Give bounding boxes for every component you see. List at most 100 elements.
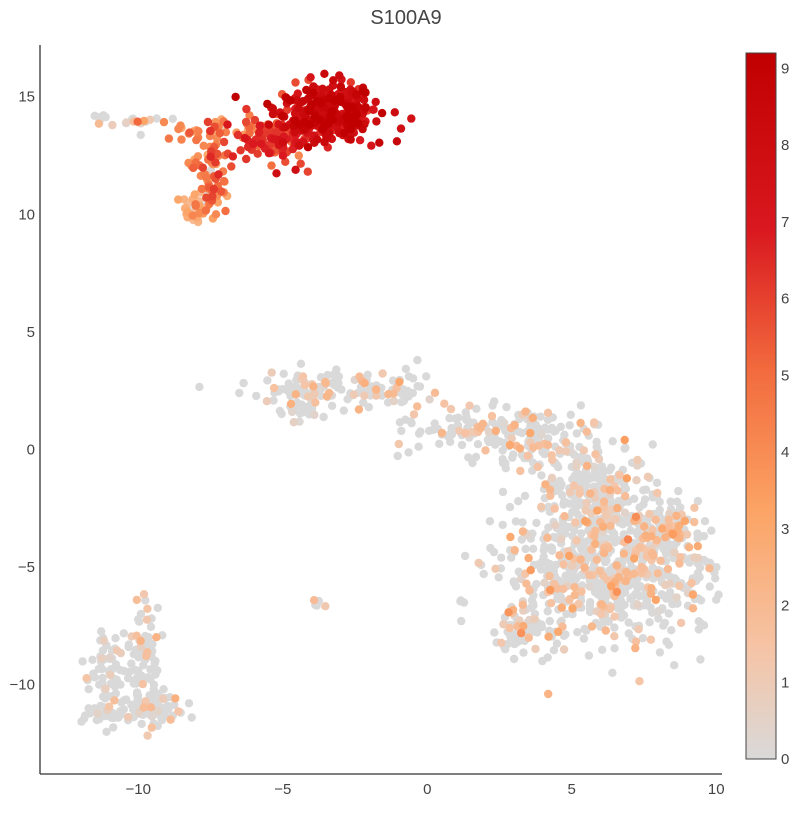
data-point xyxy=(184,699,194,708)
data-point xyxy=(457,616,466,626)
data-point xyxy=(460,551,470,561)
data-point xyxy=(559,560,568,569)
data-point xyxy=(309,596,319,605)
data-point xyxy=(615,470,624,480)
data-point xyxy=(576,452,586,461)
data-point xyxy=(568,604,577,613)
data-point xyxy=(576,401,586,410)
data-point xyxy=(666,497,675,506)
data-point xyxy=(413,402,422,411)
data-point xyxy=(311,113,320,123)
data-point xyxy=(608,437,617,446)
data-point xyxy=(592,555,601,564)
data-point xyxy=(298,97,308,106)
data-point xyxy=(336,83,345,92)
data-point xyxy=(111,634,120,643)
data-point xyxy=(665,588,675,597)
colorbar-tick-label: 4 xyxy=(781,444,789,461)
data-point xyxy=(557,603,566,612)
data-point xyxy=(267,161,276,170)
data-point xyxy=(168,114,177,124)
data-point xyxy=(602,556,611,565)
data-point xyxy=(490,397,499,406)
data-point xyxy=(262,397,272,406)
data-point xyxy=(319,412,328,422)
data-point xyxy=(525,586,534,595)
data-point xyxy=(570,590,579,600)
data-point xyxy=(690,503,699,512)
data-point xyxy=(567,561,577,571)
data-point xyxy=(580,624,589,634)
data-point xyxy=(607,581,616,591)
data-point xyxy=(395,377,404,387)
data-point xyxy=(97,627,106,636)
data-point xyxy=(663,564,673,574)
data-point xyxy=(694,617,703,626)
data-point xyxy=(555,446,564,455)
data-point xyxy=(530,614,539,624)
colorbar-tick-label: 0 xyxy=(781,751,789,768)
data-point xyxy=(631,637,641,646)
data-point xyxy=(576,418,585,428)
data-point xyxy=(656,556,665,565)
data-point xyxy=(621,443,630,452)
data-point xyxy=(554,484,563,493)
data-point xyxy=(491,564,500,573)
data-point xyxy=(145,691,154,700)
data-point xyxy=(359,95,369,105)
data-point xyxy=(166,715,175,724)
data-point xyxy=(409,410,419,419)
data-point xyxy=(579,634,589,643)
data-point xyxy=(633,455,642,465)
data-point xyxy=(555,551,564,560)
data-point xyxy=(586,489,595,498)
data-point xyxy=(544,632,553,641)
data-point xyxy=(342,101,351,111)
data-point xyxy=(524,553,533,563)
data-point xyxy=(389,396,399,406)
y-tick-label: 5 xyxy=(27,324,35,341)
data-point xyxy=(676,553,685,562)
data-point xyxy=(514,497,523,506)
data-point xyxy=(138,679,147,689)
data-point xyxy=(321,602,330,611)
data-point xyxy=(152,633,161,642)
data-point xyxy=(562,609,571,619)
data-point xyxy=(192,135,201,145)
data-point xyxy=(360,379,369,388)
data-point xyxy=(332,96,341,105)
data-point xyxy=(328,115,337,124)
data-point xyxy=(554,627,563,636)
data-point xyxy=(529,443,538,452)
data-point xyxy=(240,133,250,143)
data-point xyxy=(294,151,303,160)
data-point xyxy=(139,116,149,126)
data-point xyxy=(646,589,656,598)
data-point xyxy=(487,411,497,421)
data-point xyxy=(610,612,619,621)
data-point xyxy=(597,464,607,474)
data-point xyxy=(576,555,585,564)
data-point xyxy=(648,563,657,572)
data-point xyxy=(143,731,152,740)
data-point xyxy=(518,600,527,609)
data-point xyxy=(660,618,670,628)
data-point xyxy=(635,677,644,686)
data-point xyxy=(640,522,649,531)
data-point xyxy=(132,679,141,688)
colorbar-tick-label: 2 xyxy=(781,598,789,615)
data-point xyxy=(117,708,126,717)
data-point xyxy=(547,546,557,555)
data-point xyxy=(236,146,245,155)
data-point xyxy=(543,653,552,662)
data-point xyxy=(211,158,220,167)
data-point xyxy=(124,712,133,722)
data-point xyxy=(346,125,356,134)
data-point xyxy=(645,618,654,627)
data-point xyxy=(510,639,519,649)
data-point xyxy=(221,206,230,216)
data-point xyxy=(613,486,622,495)
data-point xyxy=(95,680,104,689)
data-point xyxy=(687,578,696,588)
data-point xyxy=(524,633,533,642)
